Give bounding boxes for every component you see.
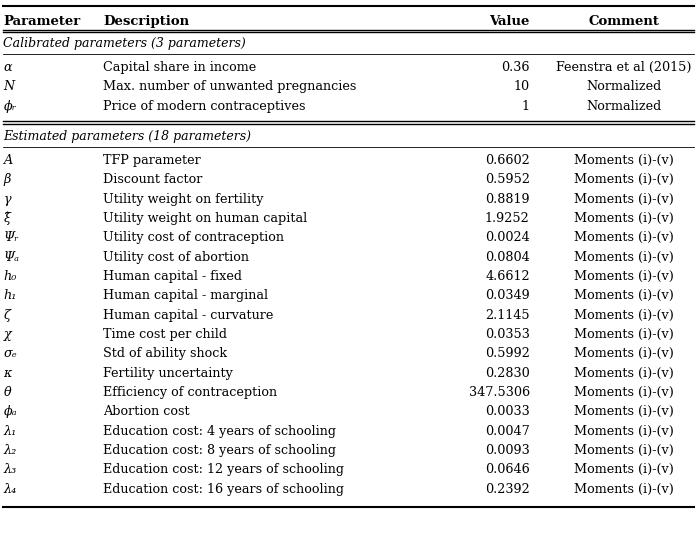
Text: Comment: Comment (588, 15, 659, 28)
Text: A: A (3, 154, 13, 167)
Text: ϕᵣ: ϕᵣ (3, 100, 17, 113)
Text: 1.9252: 1.9252 (485, 212, 530, 225)
Text: ζ: ζ (3, 309, 10, 321)
Text: Moments (i)-(v): Moments (i)-(v) (574, 328, 674, 341)
Text: 0.0093: 0.0093 (485, 444, 530, 457)
Text: 0.0353: 0.0353 (485, 328, 530, 341)
Text: Moments (i)-(v): Moments (i)-(v) (574, 174, 674, 186)
Text: Education cost: 12 years of schooling: Education cost: 12 years of schooling (103, 464, 344, 476)
Text: Price of modern contraceptives: Price of modern contraceptives (103, 100, 306, 113)
Text: 0.0033: 0.0033 (485, 405, 530, 418)
Text: N: N (3, 80, 15, 93)
Text: Value: Value (489, 15, 530, 28)
Text: Utility cost of abortion: Utility cost of abortion (103, 250, 249, 264)
Text: σₑ: σₑ (3, 347, 17, 360)
Text: 1: 1 (522, 100, 530, 113)
Text: 0.8819: 0.8819 (485, 193, 530, 206)
Text: 2.1145: 2.1145 (485, 309, 530, 321)
Text: Education cost: 8 years of schooling: Education cost: 8 years of schooling (103, 444, 336, 457)
Text: α: α (3, 61, 12, 74)
Text: Description: Description (103, 15, 190, 28)
Text: κ: κ (3, 367, 12, 380)
Text: Normalized: Normalized (586, 80, 661, 93)
Text: χ: χ (3, 328, 11, 341)
Text: 0.2392: 0.2392 (485, 483, 530, 496)
Text: Moments (i)-(v): Moments (i)-(v) (574, 405, 674, 418)
Text: 4.6612: 4.6612 (485, 270, 530, 283)
Text: Human capital - marginal: Human capital - marginal (103, 289, 268, 302)
Text: Discount factor: Discount factor (103, 174, 203, 186)
Text: 0.5992: 0.5992 (485, 347, 530, 360)
Text: Moments (i)-(v): Moments (i)-(v) (574, 464, 674, 476)
Text: Moments (i)-(v): Moments (i)-(v) (574, 289, 674, 302)
Text: λ₂: λ₂ (3, 444, 17, 457)
Text: Ψₐ: Ψₐ (3, 250, 20, 264)
Text: TFP parameter: TFP parameter (103, 154, 201, 167)
Text: Moments (i)-(v): Moments (i)-(v) (574, 270, 674, 283)
Text: Max. number of unwanted pregnancies: Max. number of unwanted pregnancies (103, 80, 357, 93)
Text: Feenstra et al (2015): Feenstra et al (2015) (556, 61, 691, 74)
Text: 0.0646: 0.0646 (485, 464, 530, 476)
Text: γ: γ (3, 193, 11, 206)
Text: Efficiency of contraception: Efficiency of contraception (103, 386, 277, 399)
Text: 0.6602: 0.6602 (485, 154, 530, 167)
Text: λ₄: λ₄ (3, 483, 17, 496)
Text: λ₁: λ₁ (3, 425, 17, 437)
Text: θ: θ (3, 386, 11, 399)
Text: 10: 10 (514, 80, 530, 93)
Text: Moments (i)-(v): Moments (i)-(v) (574, 386, 674, 399)
Text: Moments (i)-(v): Moments (i)-(v) (574, 483, 674, 496)
Text: Utility weight on human capital: Utility weight on human capital (103, 212, 307, 225)
Text: Education cost: 4 years of schooling: Education cost: 4 years of schooling (103, 425, 336, 437)
Text: Abortion cost: Abortion cost (103, 405, 190, 418)
Text: Moments (i)-(v): Moments (i)-(v) (574, 425, 674, 437)
Text: ϕₐ: ϕₐ (3, 405, 17, 418)
Text: Moments (i)-(v): Moments (i)-(v) (574, 250, 674, 264)
Text: Human capital - curvature: Human capital - curvature (103, 309, 273, 321)
Text: 0.36: 0.36 (501, 61, 530, 74)
Text: 0.5952: 0.5952 (484, 174, 530, 186)
Text: Std of ability shock: Std of ability shock (103, 347, 227, 360)
Text: Moments (i)-(v): Moments (i)-(v) (574, 444, 674, 457)
Text: 0.0024: 0.0024 (485, 231, 530, 244)
Text: 0.0349: 0.0349 (485, 289, 530, 302)
Text: 0.0804: 0.0804 (485, 250, 530, 264)
Text: ξ̂: ξ̂ (3, 211, 10, 225)
Text: h₁: h₁ (3, 289, 17, 302)
Text: h₀: h₀ (3, 270, 17, 283)
Text: Ψᵣ: Ψᵣ (3, 231, 19, 244)
Text: 0.0047: 0.0047 (485, 425, 530, 437)
Text: Capital share in income: Capital share in income (103, 61, 256, 74)
Text: β: β (3, 174, 11, 186)
Text: Moments (i)-(v): Moments (i)-(v) (574, 212, 674, 225)
Text: Utility weight on fertility: Utility weight on fertility (103, 193, 263, 206)
Text: Moments (i)-(v): Moments (i)-(v) (574, 193, 674, 206)
Text: 0.2830: 0.2830 (485, 367, 530, 380)
Text: Moments (i)-(v): Moments (i)-(v) (574, 309, 674, 321)
Text: Moments (i)-(v): Moments (i)-(v) (574, 347, 674, 360)
Text: Time cost per child: Time cost per child (103, 328, 227, 341)
Text: Utility cost of contraception: Utility cost of contraception (103, 231, 284, 244)
Text: Moments (i)-(v): Moments (i)-(v) (574, 231, 674, 244)
Text: 347.5306: 347.5306 (468, 386, 530, 399)
Text: Education cost: 16 years of schooling: Education cost: 16 years of schooling (103, 483, 344, 496)
Text: Moments (i)-(v): Moments (i)-(v) (574, 367, 674, 380)
Text: Calibrated parameters (3 parameters): Calibrated parameters (3 parameters) (3, 37, 246, 50)
Text: λ₃: λ₃ (3, 464, 17, 476)
Text: Parameter: Parameter (3, 15, 81, 28)
Text: Human capital - fixed: Human capital - fixed (103, 270, 242, 283)
Text: Moments (i)-(v): Moments (i)-(v) (574, 154, 674, 167)
Text: Estimated parameters (18 parameters): Estimated parameters (18 parameters) (3, 130, 252, 143)
Text: Fertility uncertainty: Fertility uncertainty (103, 367, 233, 380)
Text: Normalized: Normalized (586, 100, 661, 113)
